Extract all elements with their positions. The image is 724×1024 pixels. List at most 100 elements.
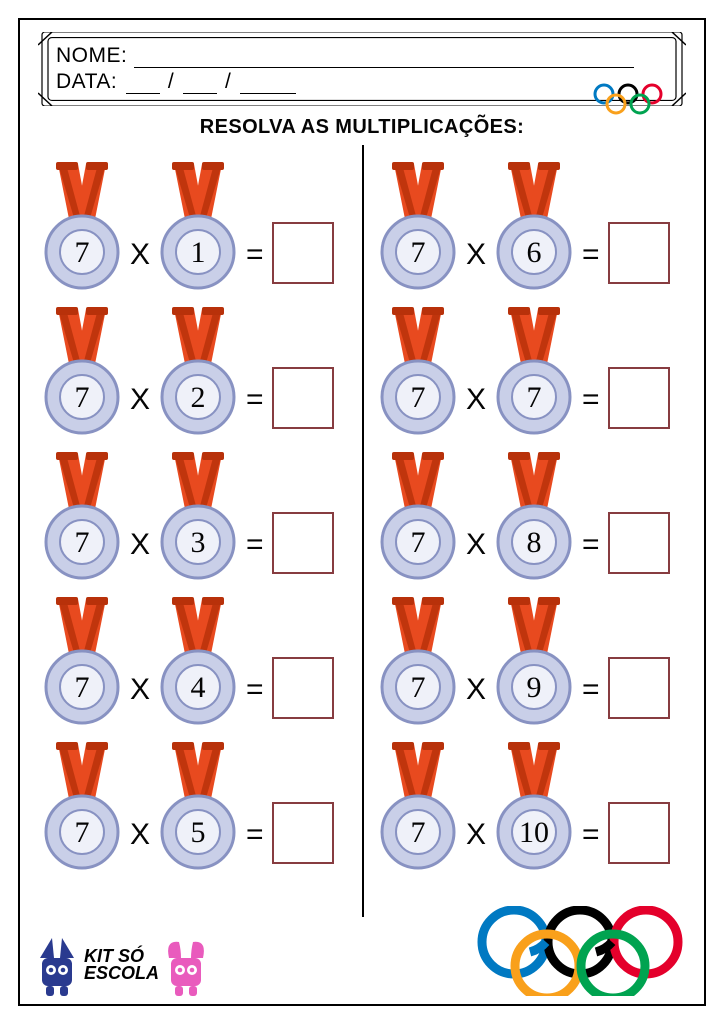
answer-box[interactable] [608, 802, 670, 864]
equals-symbol: = [246, 383, 264, 417]
medal-factor-b: 8 [490, 450, 578, 580]
times-symbol: X [130, 673, 150, 707]
svg-text:7: 7 [411, 526, 426, 559]
multiplication-problem: 7 X 10 = [370, 725, 690, 870]
name-label: NOME: [56, 44, 127, 67]
multiplication-problem: 7 X 3 = [34, 435, 356, 580]
svg-text:7: 7 [75, 236, 90, 269]
medal-factor-b: 10 [490, 740, 578, 870]
answer-box[interactable] [608, 367, 670, 429]
brand-logo: KIT SÓ ESCOLA [34, 934, 209, 996]
svg-text:5: 5 [191, 816, 206, 849]
svg-text:4: 4 [191, 671, 206, 704]
svg-text:7: 7 [411, 671, 426, 704]
times-symbol: X [466, 818, 486, 852]
multiplication-problem: 7 X 1 = [34, 145, 356, 290]
mascot-pink-icon [163, 934, 209, 996]
equals-symbol: = [246, 673, 264, 707]
medal-factor-a: 7 [38, 305, 126, 435]
brand-line-2: ESCOLA [84, 965, 159, 982]
multiplication-problem: 7 X 8 = [370, 435, 690, 580]
equals-symbol: = [582, 673, 600, 707]
svg-text:1: 1 [191, 236, 206, 269]
medal-factor-a: 7 [38, 160, 126, 290]
medal-factor-a: 7 [374, 160, 462, 290]
header-box: NOME: DATA: / / [38, 32, 686, 106]
footer: KIT SÓ ESCOLA [34, 926, 690, 996]
medal-factor-b: 7 [490, 305, 578, 435]
svg-text:2: 2 [191, 381, 206, 414]
svg-text:7: 7 [75, 526, 90, 559]
equals-symbol: = [582, 383, 600, 417]
times-symbol: X [466, 673, 486, 707]
multiplication-problem: 7 X 4 = [34, 580, 356, 725]
answer-box[interactable] [272, 367, 334, 429]
date-day-input[interactable] [126, 76, 160, 94]
medal-factor-b: 6 [490, 160, 578, 290]
times-symbol: X [466, 238, 486, 272]
date-sep-2: / [225, 70, 231, 93]
medal-factor-a: 7 [374, 595, 462, 725]
multiplication-problem: 7 X 6 = [370, 145, 690, 290]
multiplication-problem: 7 X 5 = [34, 725, 356, 870]
equals-symbol: = [582, 818, 600, 852]
column-left: 7 X 1 = [34, 145, 362, 917]
svg-text:7: 7 [411, 816, 426, 849]
svg-text:10: 10 [519, 816, 549, 849]
times-symbol: X [130, 818, 150, 852]
worksheet-page: NOME: DATA: / / RESOLVA AS MULTIPLICAÇÕ [18, 18, 706, 1006]
date-year-input[interactable] [240, 76, 296, 94]
medal-factor-a: 7 [38, 450, 126, 580]
multiplication-problem: 7 X 2 = [34, 290, 356, 435]
times-symbol: X [130, 528, 150, 562]
date-sep-1: / [168, 70, 174, 93]
brand-text: KIT SÓ ESCOLA [84, 948, 159, 982]
column-right: 7 X 6 = [362, 145, 690, 917]
answer-box[interactable] [272, 512, 334, 574]
svg-text:9: 9 [527, 671, 542, 704]
equals-symbol: = [246, 818, 264, 852]
medal-factor-a: 7 [374, 740, 462, 870]
medal-factor-b: 3 [154, 450, 242, 580]
svg-text:7: 7 [411, 236, 426, 269]
times-symbol: X [130, 383, 150, 417]
equals-symbol: = [582, 528, 600, 562]
answer-box[interactable] [608, 512, 670, 574]
worksheet-title: RESOLVA AS MULTIPLICAÇÕES: [32, 116, 692, 139]
svg-text:6: 6 [527, 236, 542, 269]
answer-box[interactable] [272, 222, 334, 284]
medal-factor-a: 7 [38, 740, 126, 870]
svg-text:7: 7 [75, 381, 90, 414]
times-symbol: X [466, 383, 486, 417]
equals-symbol: = [582, 238, 600, 272]
medal-factor-b: 9 [490, 595, 578, 725]
date-month-input[interactable] [183, 76, 217, 94]
answer-box[interactable] [272, 802, 334, 864]
medal-factor-a: 7 [38, 595, 126, 725]
medal-factor-b: 1 [154, 160, 242, 290]
svg-text:3: 3 [191, 526, 206, 559]
medal-factor-b: 4 [154, 595, 242, 725]
name-input-line[interactable] [134, 50, 634, 68]
problems-container: 7 X 1 = [34, 145, 690, 917]
svg-text:8: 8 [527, 526, 542, 559]
mascot-blue-icon [34, 934, 80, 996]
times-symbol: X [466, 528, 486, 562]
answer-box[interactable] [608, 222, 670, 284]
medal-factor-a: 7 [374, 305, 462, 435]
multiplication-problem: 7 X 7 = [370, 290, 690, 435]
times-symbol: X [130, 238, 150, 272]
multiplication-problem: 7 X 9 = [370, 580, 690, 725]
medal-factor-b: 5 [154, 740, 242, 870]
answer-box[interactable] [272, 657, 334, 719]
svg-text:7: 7 [75, 671, 90, 704]
equals-symbol: = [246, 528, 264, 562]
svg-text:7: 7 [75, 816, 90, 849]
equals-symbol: = [246, 238, 264, 272]
medal-factor-a: 7 [374, 450, 462, 580]
svg-text:7: 7 [411, 381, 426, 414]
date-label: DATA: [56, 70, 117, 93]
answer-box[interactable] [608, 657, 670, 719]
svg-text:7: 7 [527, 381, 542, 414]
olympic-rings-large-icon [470, 906, 690, 996]
